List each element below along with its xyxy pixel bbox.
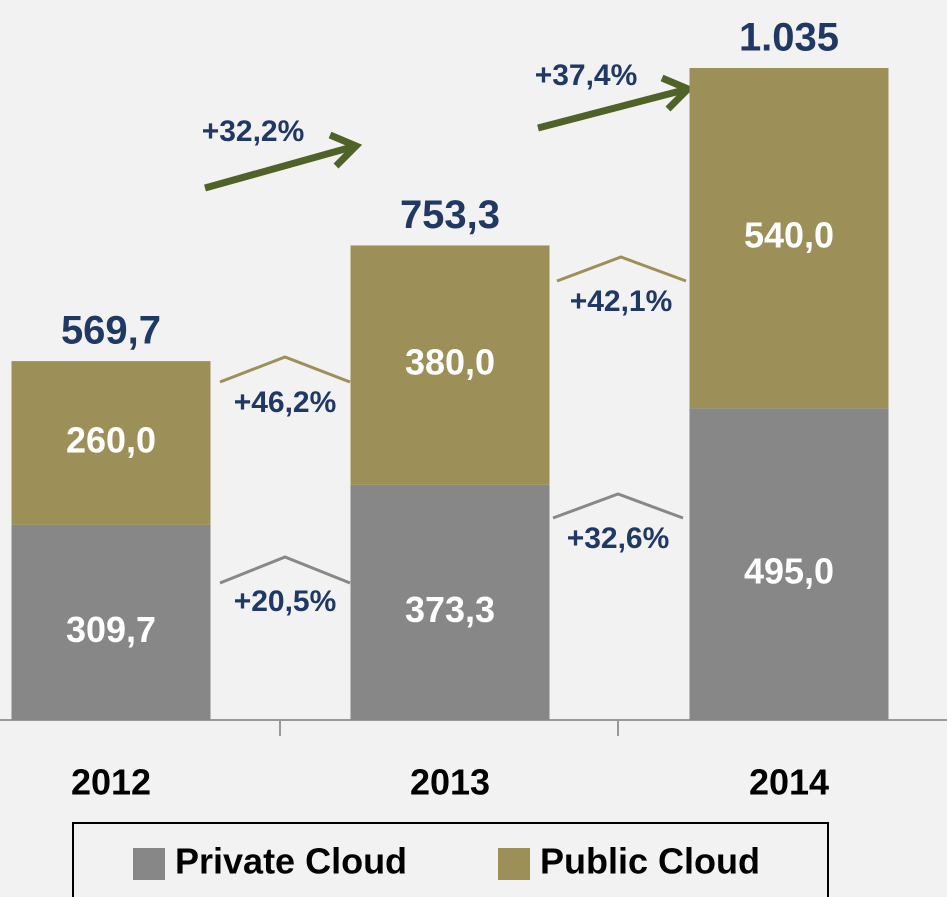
arrow-head [328, 131, 363, 169]
caret [219, 355, 351, 384]
legend-swatch [498, 848, 530, 880]
bar-segment [689, 408, 889, 720]
growth-label: +46,2% [234, 386, 337, 419]
growth-label: +37,4% [535, 59, 638, 92]
total-label: 753,3 [400, 193, 500, 237]
growth-label: +32,6% [567, 522, 670, 555]
caret [552, 492, 684, 520]
value-label: 260,0 [66, 420, 156, 461]
legend-swatch [133, 848, 165, 880]
x-tick-label: 2014 [749, 762, 829, 803]
value-label: 380,0 [405, 342, 495, 383]
value-label: 309,7 [66, 609, 156, 650]
legend-box [72, 822, 829, 897]
caret [556, 255, 687, 283]
x-tick-label: 2013 [410, 762, 490, 803]
bar-segment [11, 524, 211, 720]
total-label: 1.035 [739, 16, 839, 60]
legend-label: Private Cloud [175, 841, 407, 882]
value-label: 373,3 [405, 589, 495, 630]
growth-label: +32,2% [202, 115, 305, 148]
caret [219, 555, 351, 585]
growth-label: +42,1% [570, 285, 673, 318]
total-label: 569,7 [61, 309, 161, 353]
growth-label: +20,5% [234, 585, 337, 618]
bar-segment [350, 484, 550, 720]
bar-segment [11, 361, 211, 525]
legend-label: Public Cloud [540, 841, 760, 882]
arrow-head [660, 74, 695, 112]
bar-segment [350, 245, 550, 485]
arrow [537, 86, 685, 132]
value-label: 540,0 [744, 215, 834, 256]
x-tick-label: 2012 [71, 762, 151, 803]
growth-carets [219, 255, 687, 585]
value-label: 495,0 [744, 551, 834, 592]
bar-segment [689, 68, 889, 409]
arrow [204, 143, 353, 192]
growth-arrows [204, 74, 695, 192]
